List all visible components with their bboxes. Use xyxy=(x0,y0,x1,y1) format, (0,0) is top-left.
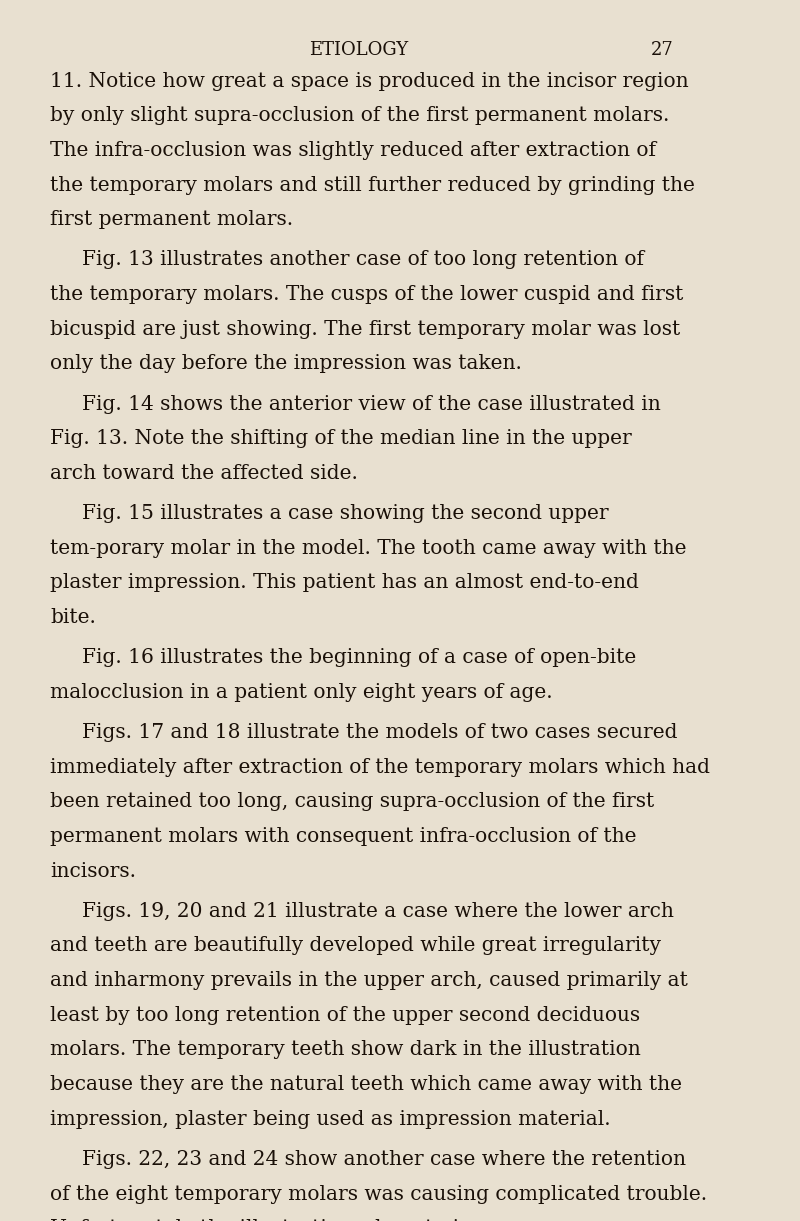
Text: and inharmony prevails in the upper arch, caused primarily at: and inharmony prevails in the upper arch… xyxy=(50,971,688,990)
Text: 11. Notice how great a space is produced in the incisor region: 11. Notice how great a space is produced… xyxy=(50,72,689,90)
Text: Figs. 19, 20 and 21 illustrate a case where the lower arch: Figs. 19, 20 and 21 illustrate a case wh… xyxy=(82,902,674,921)
Text: the temporary molars and still further reduced by grinding the: the temporary molars and still further r… xyxy=(50,176,695,194)
Text: Fig. 13 illustrates another case of too long retention of: Fig. 13 illustrates another case of too … xyxy=(82,250,645,270)
Text: Figs. 17 and 18 illustrate the models of two cases secured: Figs. 17 and 18 illustrate the models of… xyxy=(82,723,678,742)
Text: permanent molars with consequent infra-occlusion of the: permanent molars with consequent infra-o… xyxy=(50,827,637,846)
Text: bite.: bite. xyxy=(50,608,96,628)
Text: Fig. 15 illustrates a case showing the second upper: Fig. 15 illustrates a case showing the s… xyxy=(82,504,609,523)
Text: immediately after extraction of the temporary molars which had: immediately after extraction of the temp… xyxy=(50,758,710,777)
Text: Fig. 16 illustrates the beginning of a case of open-bite: Fig. 16 illustrates the beginning of a c… xyxy=(82,648,637,667)
Text: impression, plaster being used as impression material.: impression, plaster being used as impres… xyxy=(50,1110,610,1129)
Text: by only slight supra-occlusion of the first permanent molars.: by only slight supra-occlusion of the fi… xyxy=(50,106,670,126)
Text: Figs. 22, 23 and 24 show another case where the retention: Figs. 22, 23 and 24 show another case wh… xyxy=(82,1150,686,1168)
Text: least by too long retention of the upper second deciduous: least by too long retention of the upper… xyxy=(50,1006,640,1024)
Text: molars. The temporary teeth show dark in the illustration: molars. The temporary teeth show dark in… xyxy=(50,1040,641,1060)
Text: because they are the natural teeth which came away with the: because they are the natural teeth which… xyxy=(50,1076,682,1094)
Text: been retained too long, causing supra-occlusion of the first: been retained too long, causing supra-oc… xyxy=(50,792,654,811)
Text: first permanent molars.: first permanent molars. xyxy=(50,210,294,230)
Text: and teeth are beautifully developed while great irregularity: and teeth are beautifully developed whil… xyxy=(50,937,661,956)
Text: malocclusion in a patient only eight years of age.: malocclusion in a patient only eight yea… xyxy=(50,683,553,702)
Text: Fig. 13. Note the shifting of the median line in the upper: Fig. 13. Note the shifting of the median… xyxy=(50,429,632,448)
Text: tem-porary molar in the model. The tooth came away with the: tem-porary molar in the model. The tooth… xyxy=(50,538,686,558)
Text: arch toward the affected side.: arch toward the affected side. xyxy=(50,464,358,482)
Text: incisors.: incisors. xyxy=(50,862,136,880)
Text: the temporary molars. The cusps of the lower cuspid and first: the temporary molars. The cusps of the l… xyxy=(50,284,683,304)
Text: ETIOLOGY: ETIOLOGY xyxy=(309,40,408,59)
Text: The infra-occlusion was slightly reduced after extraction of: The infra-occlusion was slightly reduced… xyxy=(50,140,656,160)
Text: Unfortunately the illustrations do not give a very: Unfortunately the illustrations do not g… xyxy=(50,1220,552,1221)
Text: 27: 27 xyxy=(651,40,674,59)
Text: Fig. 14 shows the anterior view of the case illustrated in: Fig. 14 shows the anterior view of the c… xyxy=(82,394,661,414)
Text: bicuspid are just showing. The first temporary molar was lost: bicuspid are just showing. The first tem… xyxy=(50,320,681,338)
Text: plaster impression. This patient has an almost end-to-end: plaster impression. This patient has an … xyxy=(50,574,639,592)
Text: only the day before the impression was taken.: only the day before the impression was t… xyxy=(50,354,522,374)
Text: of the eight temporary molars was causing complicated trouble.: of the eight temporary molars was causin… xyxy=(50,1184,707,1204)
